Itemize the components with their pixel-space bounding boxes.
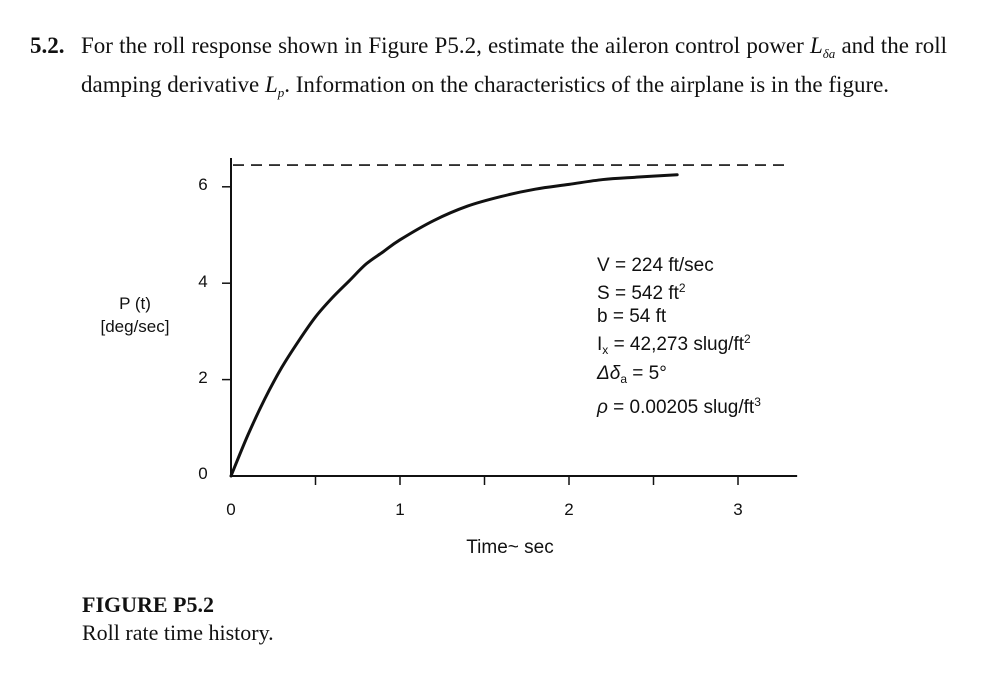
problem-text: For the roll response shown in Figure P5… — [81, 30, 947, 108]
figure-title: FIGURE P5.2 — [82, 592, 214, 617]
roll-rate-curve — [229, 173, 679, 478]
param-inertia: Ix = 42,273 slug/ft2 — [597, 332, 751, 357]
param-velocity: V = 224 ft/sec — [597, 255, 714, 276]
x-tick-label: 0 — [226, 500, 236, 519]
figure-caption: FIGURE P5.2 Roll rate time history. — [82, 591, 274, 647]
problem-line2b: . Information on the characteristics of … — [284, 72, 890, 97]
y-tick-label: 6 — [198, 175, 208, 194]
x-tick-label: 1 — [395, 500, 405, 519]
problem-line2a: and the roll damping derivative — [81, 33, 947, 97]
problem-line1: For the roll response shown in Figure P5… — [81, 33, 810, 58]
y-tick-label: 4 — [198, 272, 208, 291]
figure-description: Roll rate time history. — [82, 620, 274, 645]
param-wing-area: S = 542 ft2 — [597, 281, 686, 304]
x-axis-label: Time~ sec — [466, 537, 554, 558]
y-axis-label: P (t) [deg/sec] — [100, 294, 170, 336]
airplane-parameters: V = 224 ft/sec S = 542 ft2 b = 54 ft Ix … — [597, 254, 761, 419]
x-tick-label: 3 — [733, 500, 743, 519]
x-tick-label: 2 — [564, 500, 574, 519]
problem-number: 5.2. — [30, 33, 65, 58]
y-tick-label: 2 — [198, 368, 208, 387]
param-span: b = 54 ft — [597, 306, 667, 327]
y-tick-label: 0 — [198, 464, 208, 483]
damping-symbol: Lp — [264, 72, 285, 100]
control-power-symbol: Lδa — [809, 33, 836, 61]
param-aileron-deflection: Δδa = 5° — [597, 363, 667, 386]
param-density: ρ = 0.00205 slug/ft3 — [597, 395, 761, 418]
